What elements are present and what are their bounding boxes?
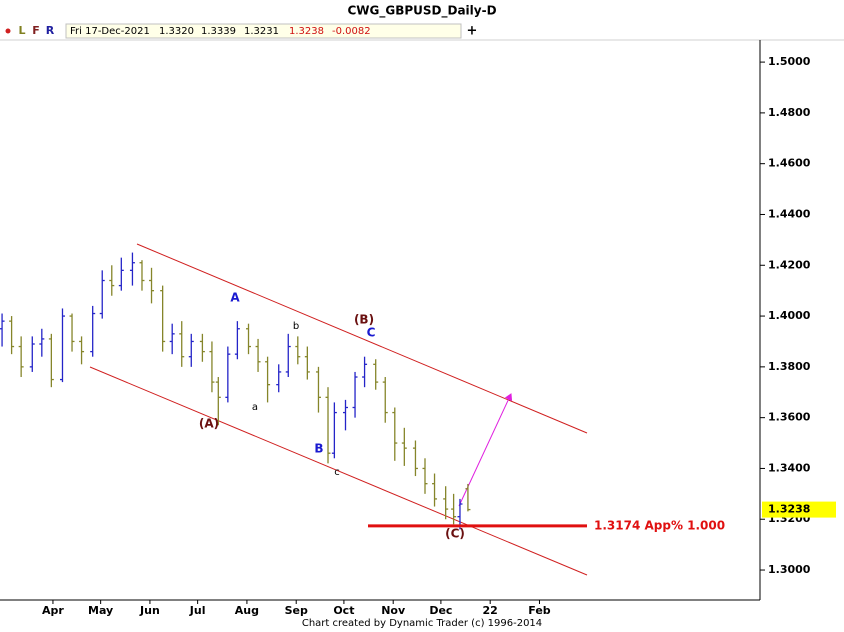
toolbar-button[interactable]: R — [46, 24, 55, 37]
footer: Chart created by Dynamic Trader (c) 1996… — [302, 618, 542, 629]
toolbar-button[interactable]: L — [18, 24, 25, 37]
y-tick-label: 1.4600 — [768, 157, 811, 170]
y-tick-label: 1.3600 — [768, 411, 811, 424]
x-tick-label: Nov — [381, 604, 406, 617]
wave-label: C — [367, 326, 376, 340]
wave-label: B — [314, 442, 323, 456]
x-tick-label: May — [88, 604, 113, 617]
y-tick-label: 1.4000 — [768, 309, 811, 322]
last-price-box — [762, 501, 836, 518]
y-tick-label: 1.4200 — [768, 258, 811, 271]
wave-label: (C) — [445, 527, 465, 541]
x-tick-label: Feb — [528, 604, 551, 617]
info-close: 1.3238 — [289, 26, 324, 37]
add-button[interactable]: + — [467, 24, 478, 39]
info-low: 1.3231 — [244, 26, 279, 37]
target-label: 1.3174 App% 1.000 — [594, 518, 725, 532]
y-tick-label: 1.5000 — [768, 55, 811, 68]
x-tick-label: Jul — [189, 604, 206, 617]
x-tick-label: Oct — [333, 604, 354, 617]
y-tick-label: 1.3000 — [768, 563, 811, 576]
y-tick-label: 1.4400 — [768, 207, 811, 220]
x-tick-label: Jun — [139, 604, 160, 617]
status-dot — [5, 28, 11, 34]
y-tick-label: 1.4800 — [768, 106, 811, 119]
x-tick-label: 22 — [483, 604, 498, 617]
chart-title: CWG_GBPUSD_Daily-D — [347, 4, 496, 19]
wave-label: a — [252, 402, 258, 413]
info-change: -0.0082 — [332, 26, 371, 37]
info-box — [65, 23, 462, 39]
x-tick-label: Sep — [285, 604, 308, 617]
info-high: 1.3339 — [201, 26, 236, 37]
y-tick-label: 1.3400 — [768, 461, 811, 474]
wave-label: c — [334, 467, 340, 478]
wave-label: (B) — [354, 313, 374, 327]
x-tick-label: Dec — [429, 604, 452, 617]
y-tick-label: 1.3800 — [768, 360, 811, 373]
info-date: Fri 17-Dec-2021 — [70, 26, 150, 37]
wave-label: b — [293, 321, 299, 332]
channel-line — [136, 243, 588, 434]
x-tick-label: Apr — [42, 604, 64, 617]
toolbar-button[interactable]: F — [32, 24, 40, 37]
channel-line — [89, 366, 588, 576]
info-open: 1.3320 — [159, 26, 194, 37]
x-tick-label: Aug — [235, 604, 259, 617]
wave-label: (A) — [199, 417, 219, 431]
wave-label: A — [230, 291, 240, 305]
last-price-label: 1.3238 — [768, 503, 810, 516]
